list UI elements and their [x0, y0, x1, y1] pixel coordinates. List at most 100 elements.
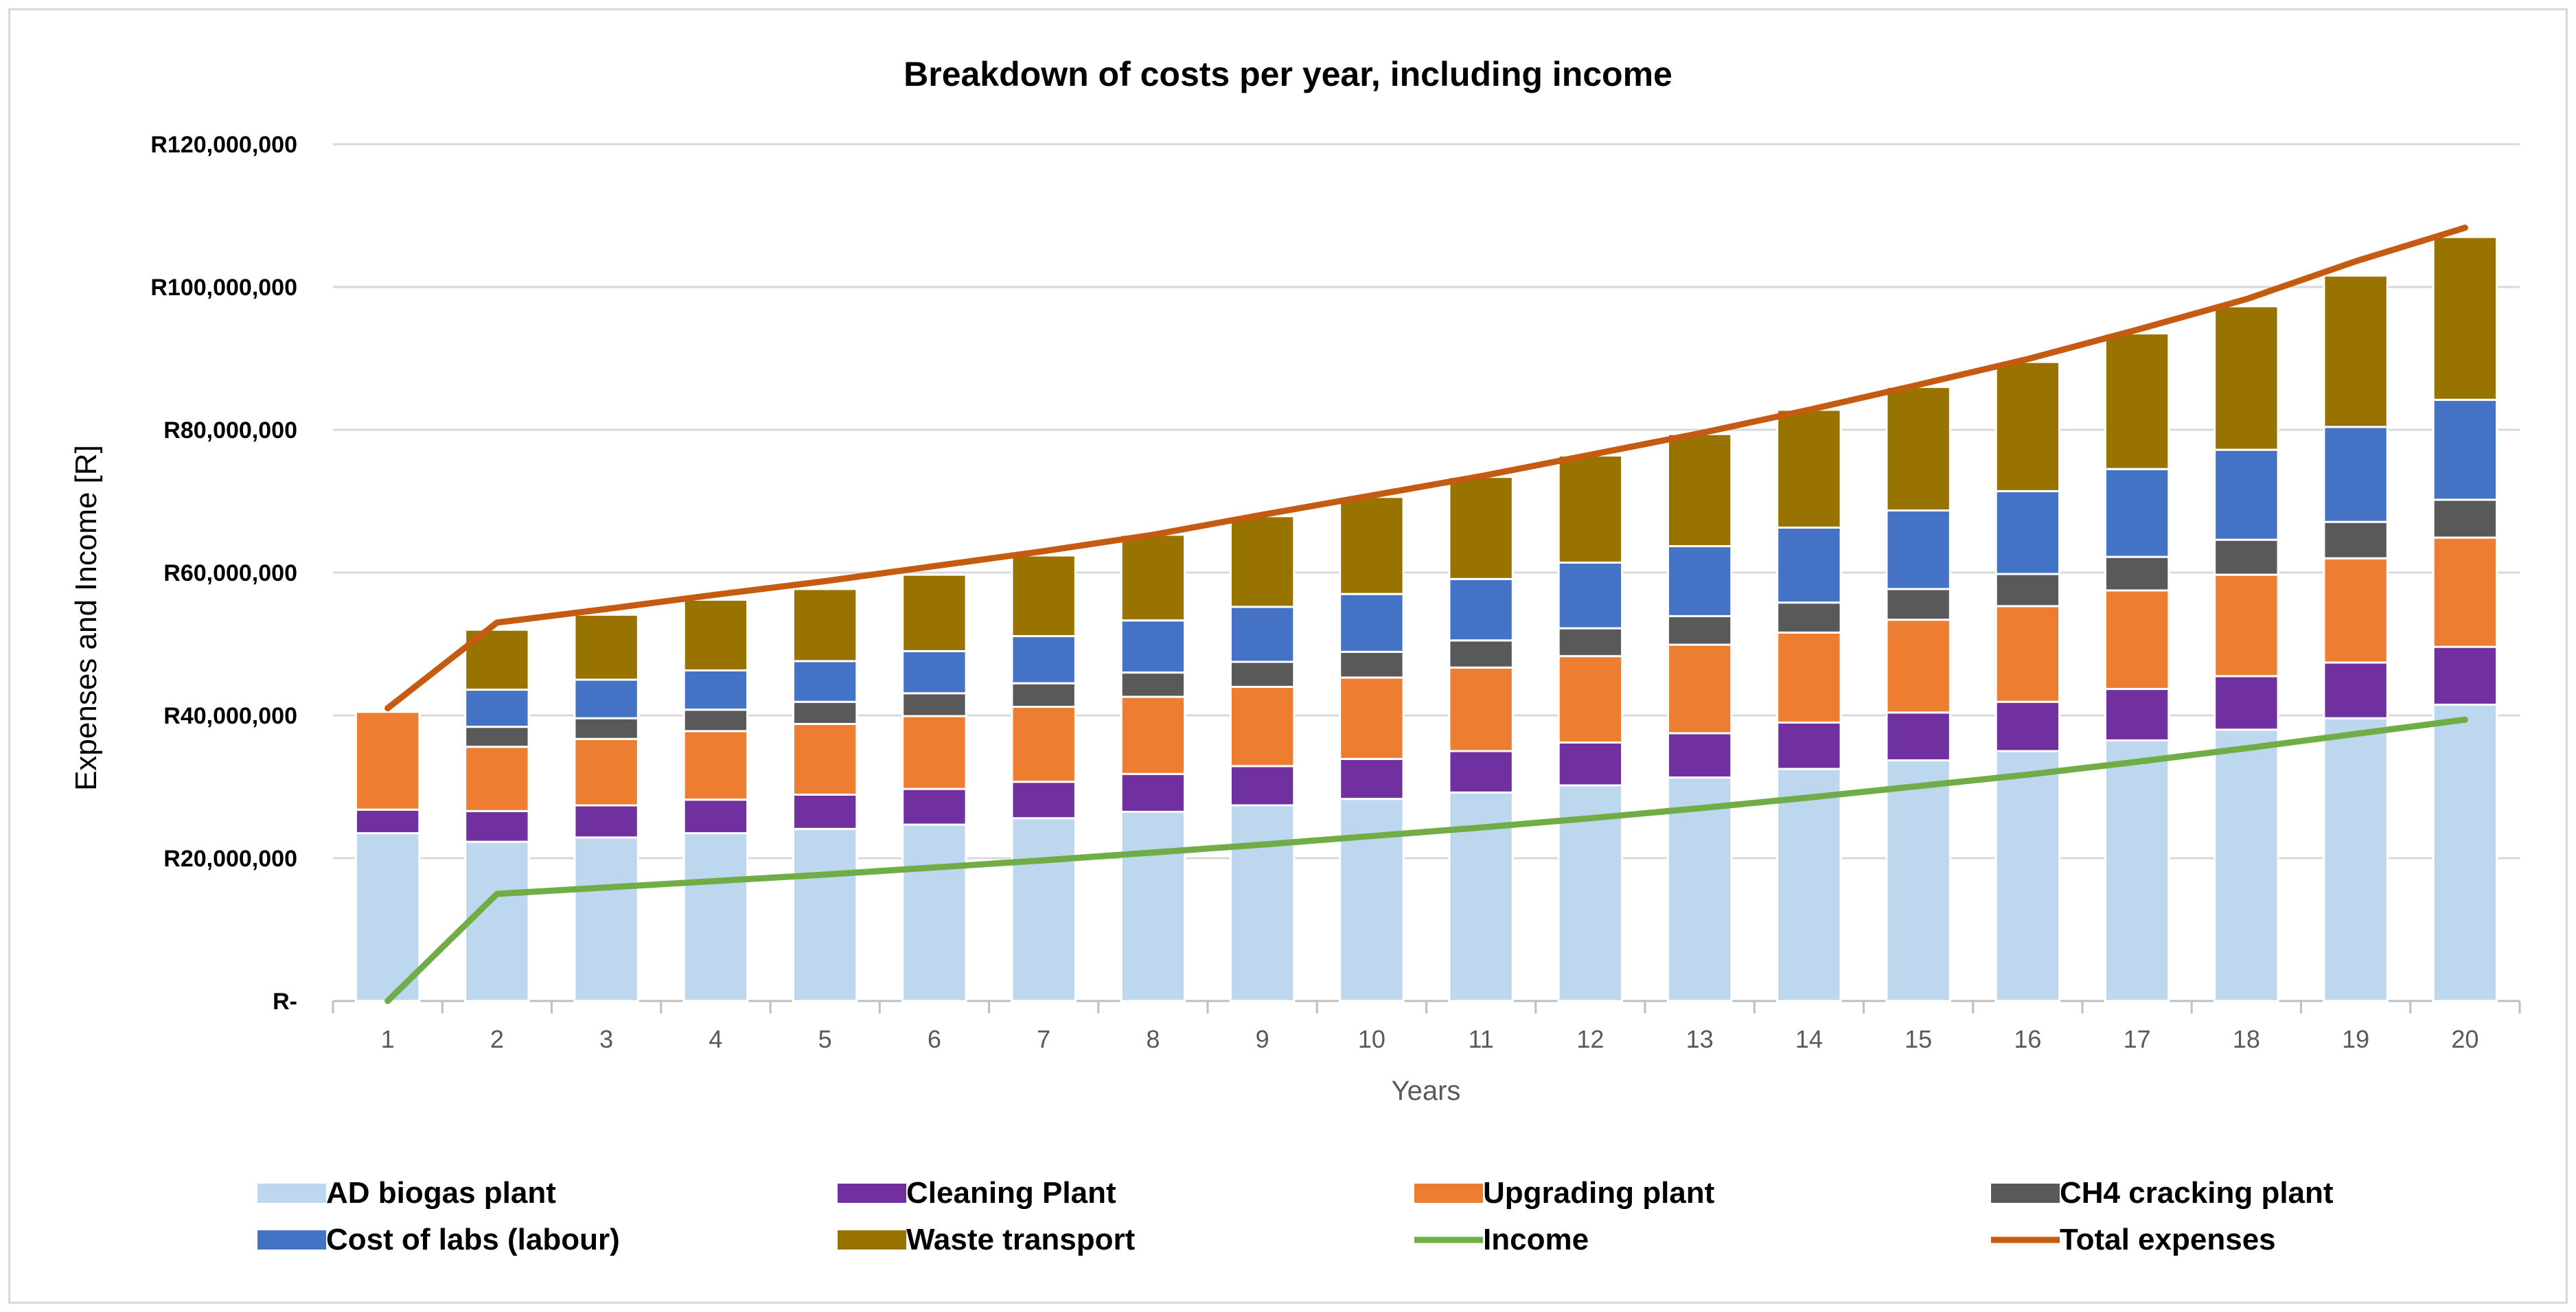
bar-cost-of-labs-labour-year-8	[1120, 619, 1186, 674]
bar-ad-biogas-plant-year-8	[1120, 810, 1186, 1002]
y-tick-label: R20,000,000	[163, 846, 297, 872]
bar-upgrading-plant-year-9	[1229, 685, 1296, 768]
bar-upgrading-plant-year-4	[682, 730, 749, 801]
bar-ch4-cracking-plant-year-17	[2104, 555, 2170, 592]
bar-ch4-cracking-plant-year-13	[1666, 614, 1733, 646]
bar-cleaning-plant-year-3	[573, 804, 639, 839]
bar-waste-transport-year-6	[901, 573, 967, 652]
bar-ch4-cracking-plant-year-2	[464, 726, 530, 748]
y-tick-label: R120,000,000	[150, 132, 297, 158]
bar-ad-biogas-plant-year-3	[573, 836, 639, 1002]
bar-ad-biogas-plant-year-17	[2104, 739, 2170, 1002]
y-axis-ticks: R- R20,000,000 R40,000,000 R60,000,000 R80,0…	[150, 132, 297, 1015]
bar-cleaning-plant-year-1	[354, 808, 421, 835]
bar-ch4-cracking-plant-year-3	[573, 717, 639, 740]
bar-waste-transport-year-11	[1448, 476, 1514, 580]
legend-label-upgrading-plant: Upgrading plant	[1483, 1176, 1715, 1210]
x-tick-label: 7	[1037, 1025, 1050, 1053]
bar-waste-transport-year-8	[1120, 533, 1186, 622]
x-tick-label: 13	[1686, 1025, 1714, 1053]
y-tick-label: R60,000,000	[163, 560, 297, 586]
bar-upgrading-plant-year-19	[2323, 557, 2389, 664]
x-axis-label: Years	[1392, 1076, 1461, 1106]
bar-cost-of-labs-labour-year-7	[1011, 635, 1077, 684]
bar-cost-of-labs-labour-year-9	[1229, 606, 1296, 663]
bar-waste-transport-year-9	[1229, 515, 1296, 608]
bar-waste-transport-year-7	[1011, 554, 1077, 638]
gridlines	[333, 143, 2520, 1002]
bar-ad-biogas-plant-year-10	[1339, 798, 1405, 1002]
bar-cleaning-plant-year-11	[1448, 750, 1514, 794]
x-tick-label: 15	[1905, 1025, 1932, 1053]
legend-label-ch4-cracking-plant: CH4 cracking plant	[2060, 1176, 2334, 1210]
bar-cleaning-plant-year-4	[682, 798, 749, 835]
x-tick-label: 3	[599, 1025, 613, 1053]
bars	[354, 235, 2498, 1002]
bar-upgrading-plant-year-7	[1011, 706, 1077, 783]
bar-upgrading-plant-year-14	[1776, 631, 1842, 724]
legend-label-waste-transport: Waste transport	[906, 1223, 1136, 1256]
legend-swatch-cost-of-labs-labour	[257, 1230, 326, 1250]
bar-ch4-cracking-plant-year-15	[1885, 588, 1951, 621]
bar-ch4-cracking-plant-year-18	[2213, 538, 2279, 576]
bar-ad-biogas-plant-year-14	[1776, 768, 1842, 1002]
bar-cleaning-plant-year-12	[1557, 741, 1624, 787]
bar-cleaning-plant-year-7	[1011, 781, 1077, 820]
bar-ad-biogas-plant-year-15	[1885, 759, 1951, 1002]
bar-cleaning-plant-year-8	[1120, 772, 1186, 813]
bar-cost-of-labs-labour-year-12	[1557, 561, 1624, 630]
bar-waste-transport-year-20	[2432, 235, 2498, 401]
bar-waste-transport-year-18	[2213, 305, 2279, 451]
bar-cost-of-labs-labour-year-5	[792, 660, 858, 703]
y-tick-label: R100,000,000	[150, 275, 297, 301]
bar-waste-transport-year-12	[1557, 454, 1624, 564]
bar-cost-of-labs-labour-year-6	[901, 649, 967, 695]
legend-label-ad-biogas-plant: AD biogas plant	[326, 1176, 556, 1210]
bar-cost-of-labs-labour-year-2	[464, 689, 530, 728]
line-total-expenses	[384, 225, 2468, 712]
bar-ad-biogas-plant-year-19	[2323, 717, 2389, 1002]
legend-swatch-upgrading-plant	[1414, 1184, 1483, 1203]
bar-upgrading-plant-year-1	[354, 711, 421, 811]
bar-ch4-cracking-plant-year-8	[1120, 671, 1186, 698]
lines	[384, 225, 2468, 1004]
bar-ch4-cracking-plant-year-7	[1011, 682, 1077, 709]
bar-ch4-cracking-plant-year-4	[682, 709, 749, 733]
bar-cleaning-plant-year-6	[901, 787, 967, 826]
bar-waste-transport-year-4	[682, 599, 749, 671]
bar-ch4-cracking-plant-year-16	[1994, 573, 2061, 608]
x-tick-label: 14	[1795, 1025, 1823, 1053]
bar-waste-transport-year-19	[2323, 274, 2389, 428]
x-tick-label: 18	[2233, 1025, 2260, 1053]
bar-ad-biogas-plant-year-6	[901, 823, 967, 1002]
bar-ad-biogas-plant-year-16	[1994, 750, 2061, 1002]
bar-upgrading-plant-year-15	[1885, 619, 1951, 714]
bar-waste-transport-year-13	[1666, 433, 1733, 548]
bar-waste-transport-year-5	[792, 588, 858, 663]
bar-cost-of-labs-labour-year-14	[1776, 526, 1842, 604]
bar-waste-transport-year-15	[1885, 386, 1951, 512]
bar-cost-of-labs-labour-year-20	[2432, 398, 2498, 501]
bar-ad-biogas-plant-year-4	[682, 832, 749, 1002]
bar-cost-of-labs-labour-year-18	[2213, 448, 2279, 541]
bar-cleaning-plant-year-20	[2432, 645, 2498, 706]
bar-waste-transport-year-14	[1776, 408, 1842, 529]
bar-ad-biogas-plant-year-13	[1666, 776, 1733, 1002]
bar-ad-biogas-plant-year-2	[464, 840, 530, 1002]
bar-upgrading-plant-year-16	[1994, 605, 2061, 703]
bar-ad-biogas-plant-year-9	[1229, 804, 1296, 1002]
bar-ch4-cracking-plant-year-14	[1776, 601, 1842, 634]
bar-ad-biogas-plant-year-7	[1011, 817, 1077, 1002]
bar-cleaning-plant-year-16	[1994, 700, 2061, 752]
legend-swatch-waste-transport	[838, 1230, 906, 1250]
bar-cost-of-labs-labour-year-13	[1666, 545, 1733, 617]
x-tick-label: 12	[1576, 1025, 1604, 1053]
bar-upgrading-plant-year-11	[1448, 666, 1514, 752]
bar-upgrading-plant-year-2	[464, 746, 530, 812]
x-tick-label: 9	[1256, 1025, 1269, 1053]
bar-ch4-cracking-plant-year-10	[1339, 650, 1405, 679]
bar-ad-biogas-plant-year-20	[2432, 703, 2498, 1002]
bar-waste-transport-year-16	[1994, 360, 2061, 492]
x-tick-label: 11	[1468, 1025, 1493, 1053]
bar-cleaning-plant-year-10	[1339, 757, 1405, 801]
